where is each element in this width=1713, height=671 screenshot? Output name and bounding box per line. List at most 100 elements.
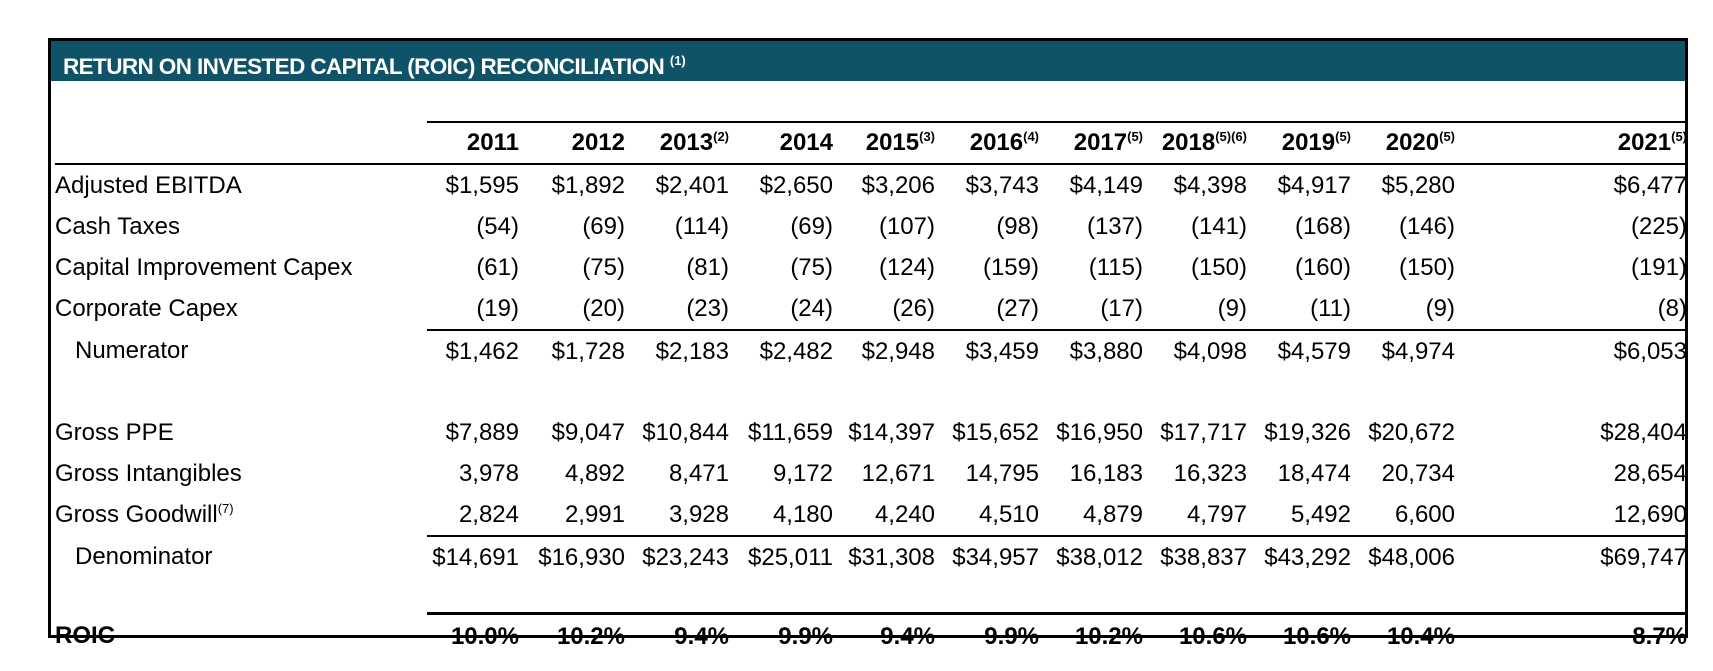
- year-header: 2011: [427, 121, 523, 164]
- cash-taxes-value: (168): [1294, 212, 1351, 240]
- gross-goodwill-value: 12,690: [1613, 500, 1687, 528]
- denominator-value: $23,243: [629, 535, 733, 578]
- gross-ppe-value: $14,397: [848, 418, 935, 446]
- denominator-value: $25,011: [733, 535, 837, 578]
- row-label-text: ROIC: [55, 622, 115, 650]
- adjusted-ebitda-value: $3,743: [965, 171, 1039, 199]
- gross-ppe-value: $9,047: [551, 418, 625, 446]
- gross-intangibles-value: 9,172: [772, 459, 833, 487]
- row-label-text: Denominator: [75, 543, 213, 570]
- row-footnote-marker: (7): [217, 501, 234, 516]
- gross-intangibles-value: 12,671: [861, 459, 935, 487]
- cash-taxes-row: Cash Taxes (54) (69) (114) (69) (107) (98) (137…: [55, 206, 1687, 247]
- denominator-value: $14,691: [427, 535, 523, 578]
- year-label: 2021: [1617, 129, 1672, 156]
- gross-goodwill-value: 4,240: [874, 500, 935, 528]
- year-footnote-marker: (2): [713, 129, 729, 144]
- cash-taxes-value: (146): [1398, 212, 1455, 240]
- row-label-text: Gross PPE: [55, 418, 174, 446]
- capital-improvement-capex-value: (81): [686, 253, 729, 281]
- corporate-capex-value: (9): [1217, 294, 1247, 322]
- adjusted-ebitda-value: $1,595: [445, 171, 519, 199]
- adjusted-ebitda-value: $2,650: [759, 171, 833, 199]
- corporate-capex-value: (27): [996, 294, 1039, 322]
- gross-intangibles-value: 14,795: [965, 459, 1039, 487]
- corporate-capex-value: (20): [582, 294, 625, 322]
- title-footnote-marker: (1): [669, 53, 686, 68]
- adjusted-ebitda-value: $5,280: [1381, 171, 1455, 199]
- year-label: 2018: [1161, 129, 1216, 156]
- numerator-value: $6,053: [1459, 329, 1687, 372]
- gross-ppe-value: $15,652: [952, 418, 1039, 446]
- gross-intangibles-label: Gross Intangibles: [55, 453, 427, 494]
- gross-intangibles-value: 8,471: [668, 459, 729, 487]
- adjusted-ebitda-row: Adjusted EBITDA $1,595 $1,892 $2,401 $2,650 $…: [55, 164, 1687, 206]
- capital-improvement-capex-value: (124): [878, 253, 935, 281]
- year-header: 2012: [523, 121, 629, 164]
- capital-improvement-capex-value: (159): [982, 253, 1039, 281]
- table-title: RETURN ON INVESTED CAPITAL (ROIC) RECONC…: [63, 54, 665, 79]
- year-footnote-marker: (5)(6): [1215, 129, 1247, 144]
- table-title-banner: RETURN ON INVESTED CAPITAL (ROIC) RECONC…: [51, 41, 1685, 81]
- spacer-cell: [55, 578, 1687, 614]
- roic-value: 10.4%: [1355, 612, 1459, 659]
- capital-improvement-capex-value: (115): [1088, 253, 1143, 281]
- spacer-cell: [55, 372, 1687, 412]
- gross-intangibles-value: 28,654: [1613, 459, 1687, 487]
- year-header: 2017(5): [1043, 121, 1147, 164]
- numerator-value: $1,462: [427, 329, 523, 372]
- corporate-capex-value: (23): [686, 294, 729, 322]
- numerator-value: $2,948: [837, 329, 939, 372]
- numerator-value: $4,974: [1355, 329, 1459, 372]
- year-label: 2012: [571, 129, 625, 156]
- gross-ppe-value: $11,659: [748, 418, 833, 446]
- roic-table: 2011 2012 2013(2) 2014 2015(3) 2016(4) 2…: [55, 121, 1687, 659]
- corporate-capex-row: Corporate Capex (19) (20) (23) (24) (26) (27) (…: [55, 288, 1687, 330]
- roic-value: 9.4%: [629, 612, 733, 659]
- roic-label: ROIC: [55, 614, 427, 660]
- capital-improvement-capex-value: (191): [1630, 253, 1687, 281]
- row-label-text: Capital Improvement Capex: [55, 253, 353, 281]
- gross-goodwill-value: 4,797: [1186, 500, 1247, 528]
- year-footnote-marker: (5): [1439, 129, 1455, 144]
- year-label: 2011: [466, 129, 519, 156]
- year-footnote-marker: (5): [1335, 129, 1351, 144]
- numerator-row: Numerator $1,462 $1,728 $2,183 $2,482 $2,948 $…: [55, 329, 1687, 372]
- denominator-value: $34,957: [939, 535, 1043, 578]
- gross-intangibles-value: 3,978: [458, 459, 519, 487]
- numerator-value: $2,183: [629, 329, 733, 372]
- cash-taxes-value: (137): [1086, 212, 1143, 240]
- gross-goodwill-label: Gross Goodwill(7): [55, 494, 427, 536]
- capital-improvement-capex-label: Capital Improvement Capex: [55, 247, 427, 288]
- gross-goodwill-value: 4,510: [978, 500, 1039, 528]
- adjusted-ebitda-value: $2,401: [655, 171, 729, 199]
- gross-goodwill-value: 2,824: [458, 500, 519, 528]
- gross-intangibles-row: Gross Intangibles 3,978 4,892 8,471 9,172 12,…: [55, 453, 1687, 494]
- corporate-capex-value: (8): [1657, 294, 1687, 322]
- denominator-value: $31,308: [837, 535, 939, 578]
- year-header: 2018(5)(6): [1147, 121, 1251, 164]
- denominator-label: Denominator: [55, 536, 427, 578]
- cash-taxes-value: (114): [674, 212, 729, 240]
- capital-improvement-capex-value: (75): [790, 253, 833, 281]
- row-label-header: [55, 122, 427, 164]
- gross-intangibles-value: 16,183: [1069, 459, 1143, 487]
- year-label: 2017: [1073, 129, 1128, 156]
- roic-value: 10.2%: [1043, 612, 1147, 659]
- cash-taxes-value: (69): [790, 212, 833, 240]
- cash-taxes-value: (98): [996, 212, 1039, 240]
- capital-improvement-capex-value: (150): [1190, 253, 1247, 281]
- gross-goodwill-value: 4,879: [1082, 500, 1143, 528]
- roic-value: 9.9%: [939, 612, 1043, 659]
- year-header: 2014: [733, 121, 837, 164]
- cash-taxes-value: (69): [582, 212, 625, 240]
- adjusted-ebitda-label: Adjusted EBITDA: [55, 164, 427, 206]
- year-label: 2015: [865, 129, 920, 156]
- gross-intangibles-value: 4,892: [564, 459, 625, 487]
- gross-ppe-value: $20,672: [1368, 418, 1455, 446]
- roic-value: 10.0%: [427, 612, 523, 659]
- spacer-row: [55, 578, 1687, 614]
- cash-taxes-value: (107): [878, 212, 935, 240]
- cash-taxes-value: (225): [1630, 212, 1687, 240]
- numerator-value: $1,728: [523, 329, 629, 372]
